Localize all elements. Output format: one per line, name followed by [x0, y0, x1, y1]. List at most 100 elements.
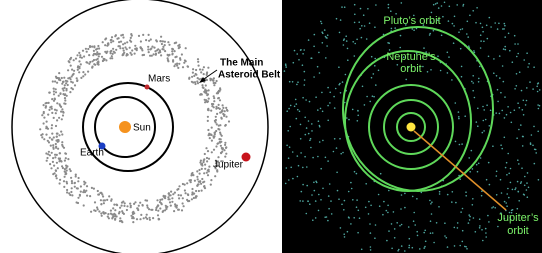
- dot: [54, 172, 56, 174]
- dot: [340, 227, 342, 229]
- dot: [400, 35, 402, 37]
- page: Sun Earth Mars Jupiter The Main Asteroid…: [0, 0, 542, 253]
- dot: [191, 193, 193, 195]
- dot: [380, 173, 382, 175]
- dot: [391, 28, 393, 30]
- dot: [53, 90, 55, 92]
- dot: [357, 120, 359, 122]
- dot: [164, 44, 166, 46]
- dot: [298, 59, 300, 61]
- dot: [370, 249, 372, 251]
- dot: [146, 214, 148, 216]
- dot: [424, 230, 426, 232]
- dot: [114, 35, 116, 37]
- dot: [479, 66, 481, 68]
- dot: [328, 208, 330, 210]
- dot: [41, 136, 43, 138]
- dot: [163, 48, 165, 50]
- dot: [369, 223, 371, 225]
- dot: [455, 141, 457, 143]
- dot: [216, 170, 218, 172]
- diagram: Sun Earth Mars Jupiter The Main Asteroid…: [0, 0, 542, 253]
- dot: [393, 211, 395, 213]
- dot: [496, 171, 498, 173]
- dot: [129, 47, 131, 49]
- dot: [527, 66, 529, 68]
- dot: [218, 128, 220, 130]
- dot: [171, 201, 173, 203]
- dot: [45, 126, 47, 128]
- dot: [367, 8, 369, 10]
- dot: [170, 205, 172, 207]
- dot: [91, 187, 93, 189]
- dot: [325, 57, 327, 59]
- dot: [53, 136, 55, 138]
- dot: [51, 138, 53, 140]
- dot: [55, 88, 57, 90]
- dot: [325, 157, 327, 159]
- dot: [88, 63, 90, 65]
- dot: [326, 37, 328, 39]
- dot: [219, 99, 221, 101]
- dot: [519, 107, 521, 109]
- dot: [525, 104, 527, 106]
- dot: [485, 236, 487, 238]
- dot: [56, 177, 58, 179]
- dot: [144, 199, 146, 201]
- dot: [504, 46, 506, 48]
- dot: [340, 153, 342, 155]
- dot: [352, 41, 354, 43]
- dot: [490, 26, 492, 28]
- dot: [504, 23, 506, 25]
- dot: [169, 201, 171, 203]
- dot: [60, 106, 62, 108]
- dot: [350, 223, 352, 225]
- dot: [305, 134, 307, 136]
- dot: [307, 201, 309, 203]
- dot: [374, 26, 376, 28]
- dot: [187, 66, 189, 68]
- dot: [53, 148, 55, 150]
- dot: [48, 109, 50, 111]
- dot: [425, 241, 427, 243]
- dot: [197, 58, 199, 60]
- dot: [293, 62, 295, 64]
- dot: [210, 134, 212, 136]
- dot: [500, 92, 502, 94]
- dot: [220, 145, 222, 147]
- dot: [113, 204, 115, 206]
- dot: [439, 191, 441, 193]
- dot: [467, 21, 469, 23]
- dot: [499, 77, 501, 79]
- dot: [289, 81, 291, 83]
- dot: [214, 133, 216, 135]
- dot: [171, 53, 173, 55]
- dot: [204, 168, 206, 170]
- dot: [532, 88, 534, 90]
- dot: [58, 134, 60, 136]
- dot: [476, 7, 478, 9]
- dot: [472, 75, 474, 77]
- dot: [64, 170, 66, 172]
- dot: [290, 105, 292, 107]
- dot: [364, 25, 366, 27]
- dot: [361, 25, 363, 27]
- dot: [50, 106, 52, 108]
- dot: [121, 202, 123, 204]
- dot: [105, 59, 107, 61]
- dot: [49, 163, 51, 165]
- dot: [493, 72, 495, 74]
- dot: [431, 12, 433, 14]
- dot: [476, 164, 478, 166]
- dot: [457, 222, 459, 224]
- dot: [518, 191, 520, 193]
- dot: [147, 48, 149, 50]
- dot: [412, 247, 414, 249]
- dot: [174, 50, 176, 52]
- dot: [486, 179, 488, 181]
- dot: [379, 205, 381, 207]
- dot: [184, 189, 186, 191]
- dot: [327, 120, 329, 122]
- dot: [76, 80, 78, 82]
- dot: [288, 157, 290, 159]
